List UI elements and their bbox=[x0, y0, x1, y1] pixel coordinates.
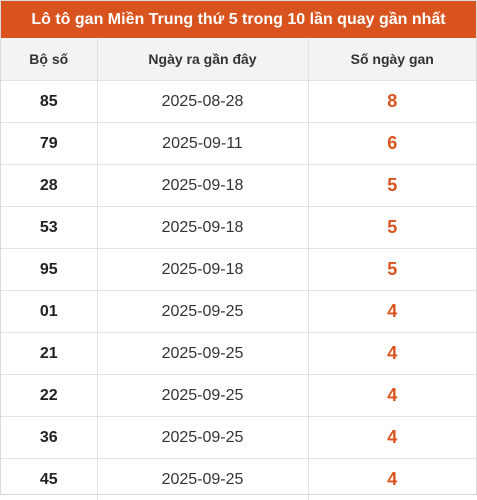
cell-days-gan: 5 bbox=[308, 165, 476, 207]
table-header: Bộ số Ngày ra gần đây Số ngày gan bbox=[1, 38, 476, 81]
cell-days-gan: 4 bbox=[308, 291, 476, 333]
cell-days-gan: 4 bbox=[308, 333, 476, 375]
cell-last-date: 2025-09-25 bbox=[97, 459, 308, 500]
cell-days-gan: 8 bbox=[308, 81, 476, 123]
cell-number: 53 bbox=[1, 207, 97, 249]
table-row: 22 2025-09-25 4 bbox=[1, 375, 476, 417]
cell-number: 01 bbox=[1, 291, 97, 333]
cell-last-date: 2025-09-18 bbox=[97, 249, 308, 291]
table-row: 28 2025-09-18 5 bbox=[1, 165, 476, 207]
cell-number: 45 bbox=[1, 459, 97, 500]
cell-last-date: 2025-09-18 bbox=[97, 207, 308, 249]
header-row: Bộ số Ngày ra gần đây Số ngày gan bbox=[1, 38, 476, 81]
cell-number: 85 bbox=[1, 81, 97, 123]
cell-days-gan: 4 bbox=[308, 417, 476, 459]
cell-last-date: 2025-09-25 bbox=[97, 417, 308, 459]
table-row: 21 2025-09-25 4 bbox=[1, 333, 476, 375]
cell-number: 95 bbox=[1, 249, 97, 291]
cell-days-gan: 5 bbox=[308, 207, 476, 249]
table-row: 53 2025-09-18 5 bbox=[1, 207, 476, 249]
cell-days-gan: 4 bbox=[308, 375, 476, 417]
table-row: 01 2025-09-25 4 bbox=[1, 291, 476, 333]
table-body: 85 2025-08-28 8 79 2025-09-11 6 28 2025-… bbox=[1, 81, 476, 500]
header-days-gan: Số ngày gan bbox=[308, 38, 476, 81]
header-number: Bộ số bbox=[1, 38, 97, 81]
cell-last-date: 2025-09-25 bbox=[97, 375, 308, 417]
cell-number: 36 bbox=[1, 417, 97, 459]
cell-days-gan: 5 bbox=[308, 249, 476, 291]
cell-last-date: 2025-09-18 bbox=[97, 165, 308, 207]
table-row: 36 2025-09-25 4 bbox=[1, 417, 476, 459]
table-row: 79 2025-09-11 6 bbox=[1, 123, 476, 165]
lo-gan-table: Bộ số Ngày ra gần đây Số ngày gan 85 202… bbox=[1, 38, 476, 500]
cell-number: 79 bbox=[1, 123, 97, 165]
table-row: 45 2025-09-25 4 bbox=[1, 459, 476, 500]
cell-last-date: 2025-08-28 bbox=[97, 81, 308, 123]
cell-number: 22 bbox=[1, 375, 97, 417]
header-last-date: Ngày ra gần đây bbox=[97, 38, 308, 81]
table-row: 95 2025-09-18 5 bbox=[1, 249, 476, 291]
cell-last-date: 2025-09-25 bbox=[97, 333, 308, 375]
cell-last-date: 2025-09-25 bbox=[97, 291, 308, 333]
widget-title: Lô tô gan Miền Trung thứ 5 trong 10 lần … bbox=[1, 1, 476, 38]
cell-last-date: 2025-09-11 bbox=[97, 123, 308, 165]
cell-number: 21 bbox=[1, 333, 97, 375]
cell-days-gan: 4 bbox=[308, 459, 476, 500]
cell-days-gan: 6 bbox=[308, 123, 476, 165]
cell-number: 28 bbox=[1, 165, 97, 207]
table-row: 85 2025-08-28 8 bbox=[1, 81, 476, 123]
